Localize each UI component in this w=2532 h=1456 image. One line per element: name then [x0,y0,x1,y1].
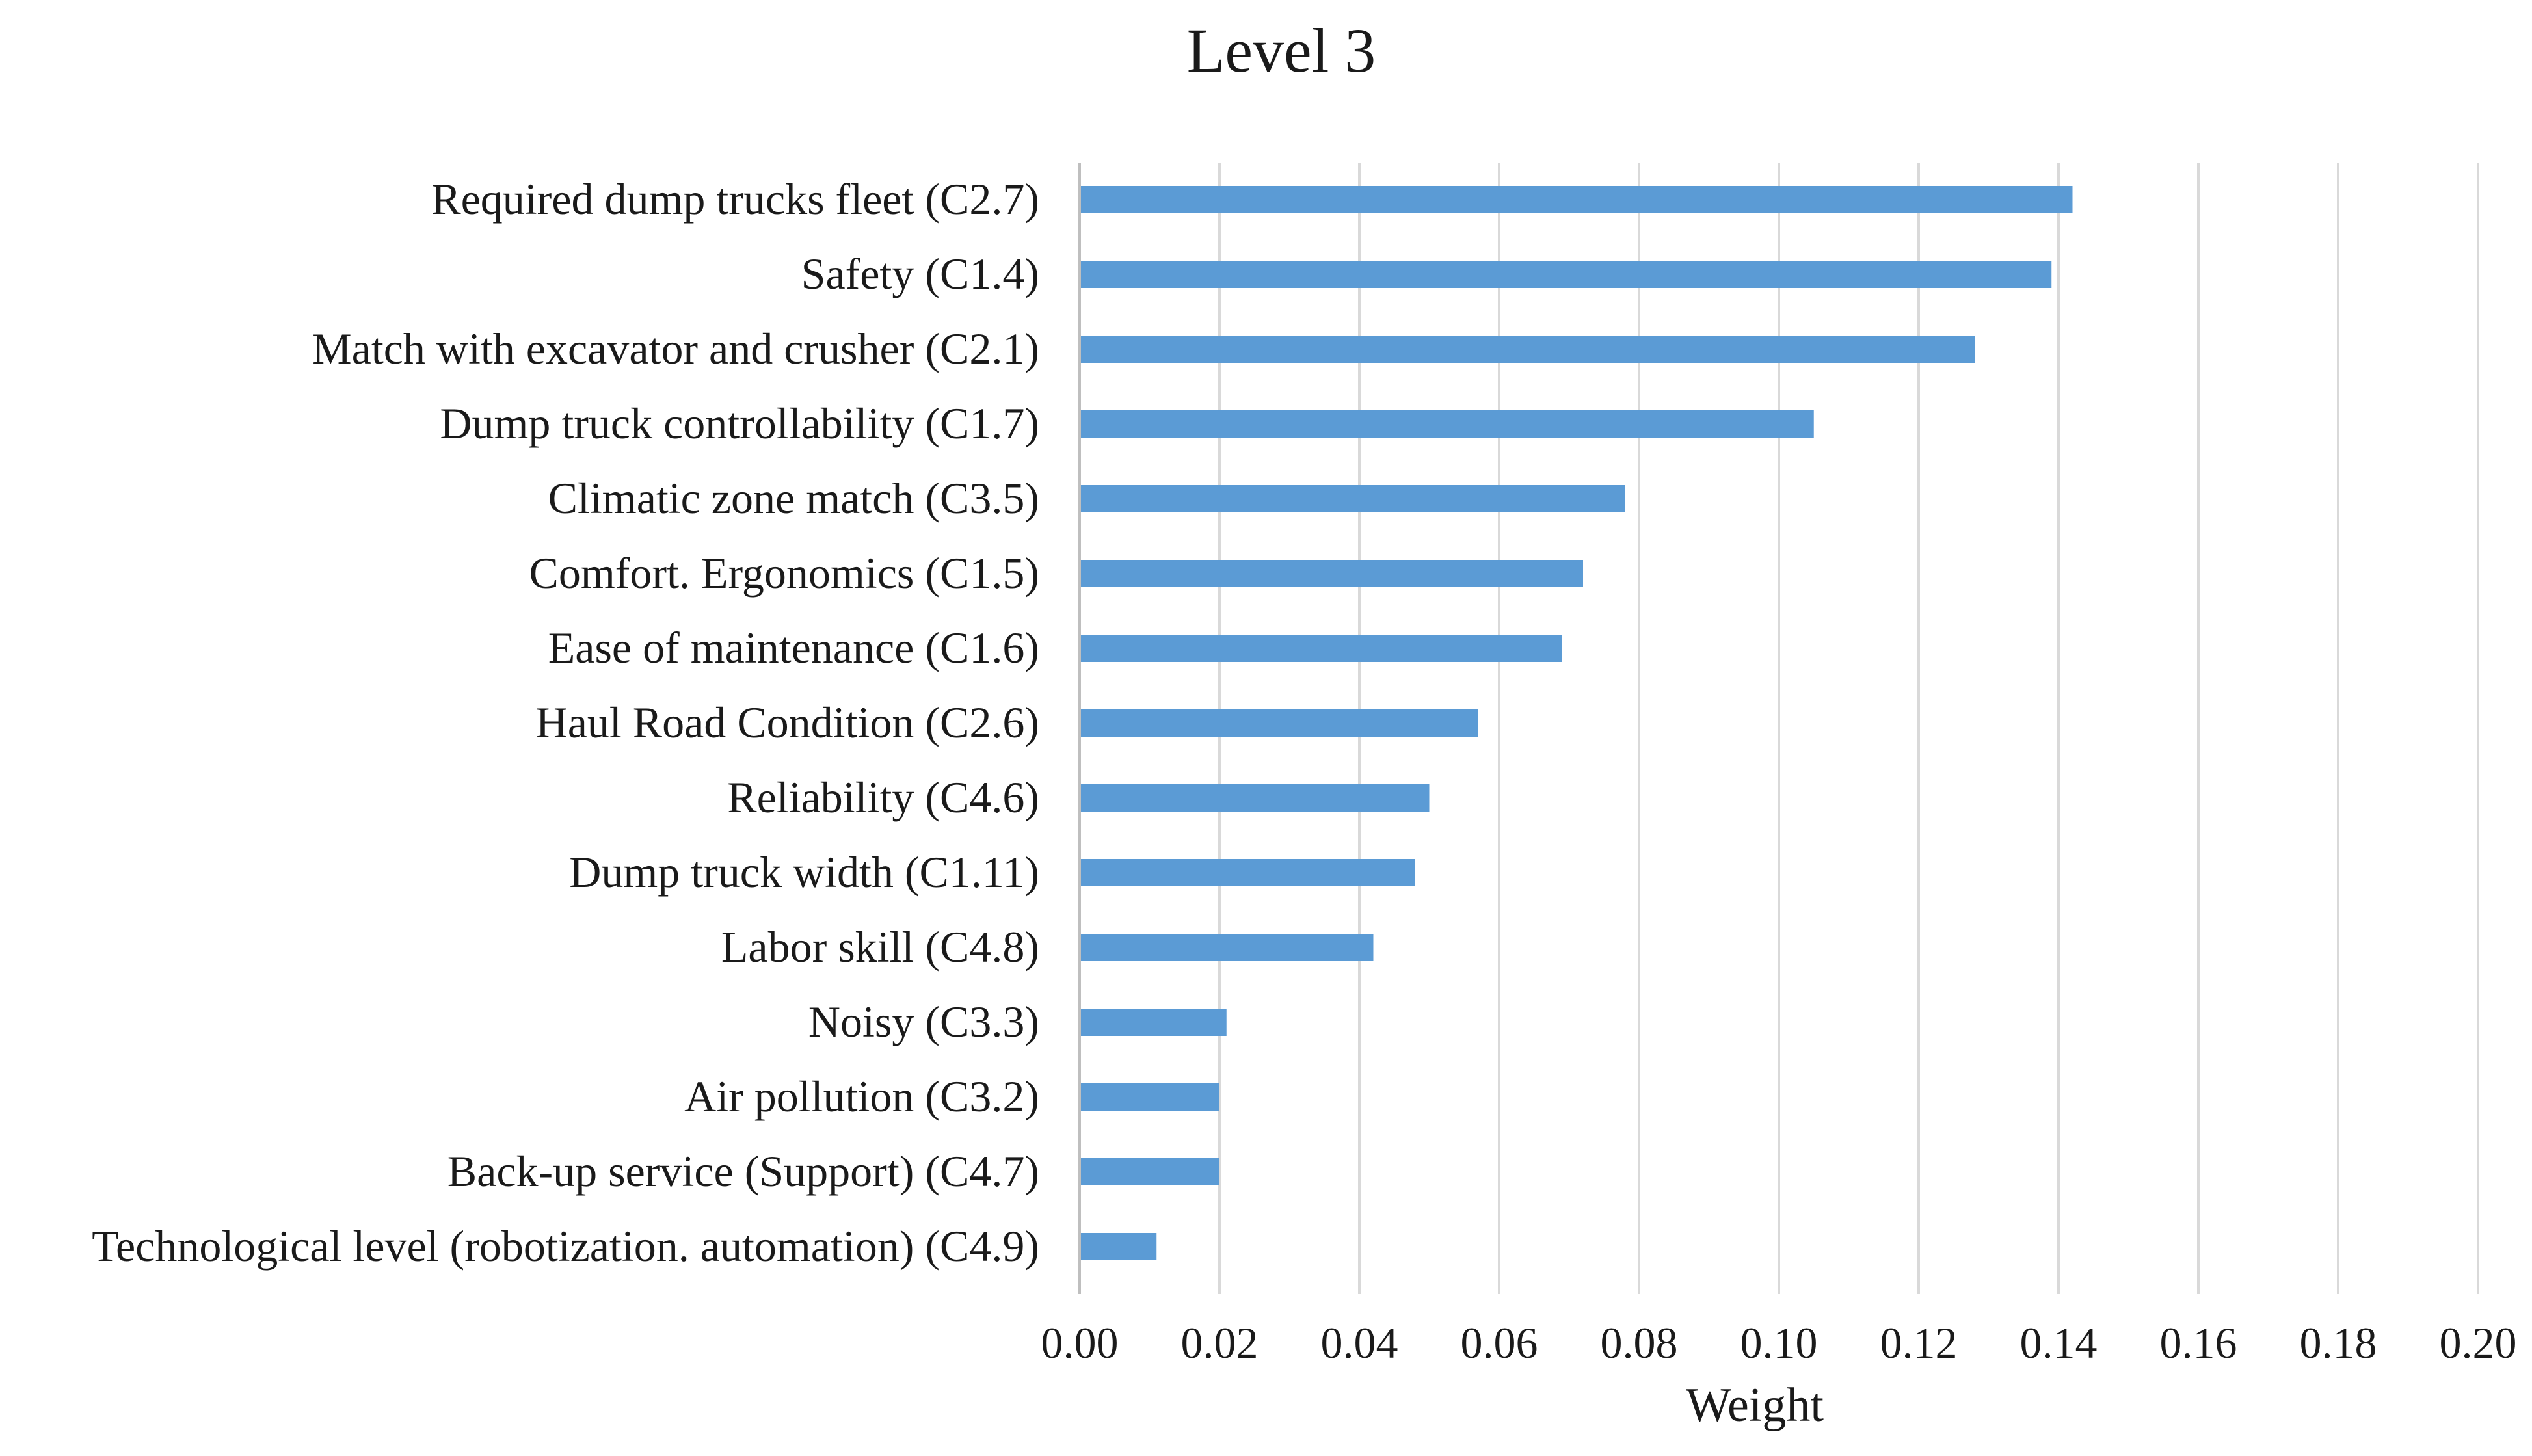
bars [1081,186,2073,1260]
bar [1081,1083,1219,1111]
x-tick-label: 0.04 [1321,1318,1398,1368]
category-label: Back-up service (Support) (C4.7) [447,1146,1039,1196]
bar [1081,709,1478,737]
category-label: Required dump trucks fleet (C2.7) [431,174,1039,224]
category-label: Dump truck width (C1.11) [569,847,1039,897]
x-tick-label: 0.06 [1461,1318,1538,1368]
x-tick-label: 0.12 [1880,1318,1958,1368]
category-label: Safety (C1.4) [801,249,1039,298]
x-tick-label: 0.14 [2020,1318,2098,1368]
x-tick-label: 0.02 [1181,1318,1259,1368]
category-label: Comfort. Ergonomics (C1.5) [529,548,1039,598]
category-label: Reliability (C4.6) [727,773,1039,822]
x-tick-label: 0.08 [1601,1318,1678,1368]
category-labels: Required dump trucks fleet (C2.7) Safety … [92,174,1039,1271]
x-tick-label: 0.00 [1041,1318,1119,1368]
bar [1081,186,2073,213]
category-label: Climatic zone match (C3.5) [548,473,1039,523]
category-label: Haul Road Condition (C2.6) [536,698,1039,747]
chart-title: Level 3 [1187,16,1376,85]
category-label: Technological level (robotization. autom… [92,1221,1039,1271]
bar [1081,560,1583,587]
category-label: Dump truck controllability (C1.7) [440,399,1039,448]
category-label: Noisy (C3.3) [808,997,1039,1046]
bar [1081,1009,1227,1036]
x-tick-label: 0.20 [2440,1318,2517,1368]
bar [1081,1233,1157,1260]
bar [1081,1158,1219,1185]
bar [1081,336,1975,363]
category-label: Air pollution (C3.2) [684,1072,1039,1121]
bar [1081,635,1562,662]
bar [1081,485,1625,512]
x-tick-label: 0.10 [1740,1318,1818,1368]
bar [1081,784,1430,812]
x-tick-label: 0.18 [2300,1318,2377,1368]
bar [1081,410,1814,438]
bar [1081,934,1374,961]
category-label: Ease of maintenance (C1.6) [548,623,1039,672]
category-label: Match with excavator and crusher (C2.1) [312,324,1039,373]
x-tick-labels: 0.00 0.02 0.04 0.06 0.08 0.10 0.12 0.14 0.16 0.18… [1041,1318,2517,1368]
category-label: Labor skill (C4.8) [721,922,1039,972]
x-axis-title: Weight [1686,1379,1824,1432]
bar [1081,859,1415,886]
bar [1081,261,2052,288]
x-tick-label: 0.16 [2160,1318,2237,1368]
